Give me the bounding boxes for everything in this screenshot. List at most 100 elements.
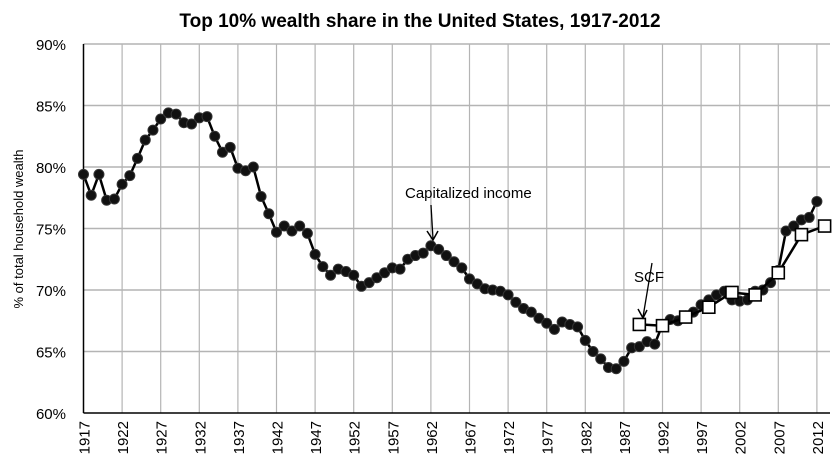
x-tick-label: 1947	[308, 421, 325, 454]
data-point	[572, 321, 584, 333]
data-point	[803, 211, 815, 223]
x-tick-label: 1932	[192, 421, 209, 454]
data-point	[278, 220, 290, 232]
data-point	[610, 363, 622, 375]
y-tick-label: 80%	[36, 160, 66, 177]
arrowhead-icon	[637, 308, 648, 320]
x-tick-label: 1977	[540, 421, 557, 454]
annotation-scf-arrow	[642, 262, 653, 318]
data-point	[186, 118, 198, 130]
data-point	[678, 310, 693, 324]
data-point	[201, 111, 213, 123]
y-tick-labels: 60% 65% 70% 75% 80% 85% 90%	[36, 37, 66, 423]
data-point	[811, 195, 823, 207]
chart-title: Top 10% wealth share in the United State…	[179, 11, 660, 32]
data-point	[379, 267, 391, 279]
data-point	[817, 219, 832, 233]
y-axis-label: % of total household wealth	[11, 150, 26, 309]
data-point	[502, 289, 514, 301]
data-point	[548, 323, 560, 335]
data-point	[85, 189, 97, 201]
annotation-capitalized-income: Capitalized income	[405, 185, 532, 242]
x-tick-label: 1972	[501, 421, 518, 454]
data-point	[725, 285, 739, 300]
y-tick-label: 90%	[36, 37, 66, 54]
x-tick-label: 1997	[694, 421, 711, 454]
data-point	[93, 168, 105, 180]
annotation-scf: SCF	[634, 262, 664, 320]
x-tick-label: 1967	[463, 421, 480, 454]
axes	[82, 44, 830, 414]
x-tick-label: 1917	[77, 421, 94, 454]
data-point	[317, 261, 329, 273]
data-point	[124, 170, 136, 182]
y-tick-label: 75%	[36, 222, 66, 239]
series	[78, 107, 832, 375]
x-tick-label: 1942	[270, 421, 287, 454]
data-point	[780, 225, 792, 237]
data-point	[533, 312, 545, 324]
x-tick-label: 1992	[656, 421, 673, 454]
data-point	[765, 277, 777, 289]
x-tick-label: 1937	[231, 421, 248, 454]
x-tick-label: 1982	[578, 421, 595, 454]
data-point	[464, 273, 475, 285]
data-point	[271, 226, 282, 238]
y-tick-label: 60%	[36, 406, 66, 423]
x-tick-label: 1952	[347, 421, 364, 454]
data-point	[224, 141, 236, 153]
data-point	[440, 250, 452, 262]
data-point	[541, 317, 553, 329]
data-point	[263, 208, 275, 220]
data-point	[348, 269, 360, 281]
data-point	[655, 318, 670, 333]
data-point	[448, 256, 460, 268]
data-point	[294, 220, 306, 232]
data-point	[216, 146, 228, 158]
series-line	[82, 111, 819, 371]
data-point	[209, 130, 221, 142]
data-point	[748, 288, 762, 302]
x-tick-label: 1962	[424, 421, 441, 454]
data-point	[147, 124, 159, 136]
data-point	[579, 334, 591, 346]
x-tick-label: 1922	[115, 421, 132, 454]
data-point	[325, 269, 337, 281]
arrowhead-icon	[426, 230, 439, 242]
data-point	[116, 178, 128, 190]
data-point	[108, 193, 120, 205]
data-point	[78, 168, 89, 180]
x-tick-label: 2007	[771, 421, 788, 454]
x-tick-label: 2002	[733, 421, 750, 454]
data-point	[633, 341, 645, 353]
data-point	[170, 108, 182, 120]
data-point	[649, 338, 661, 350]
data-point	[371, 272, 383, 284]
data-point	[456, 262, 468, 274]
data-point	[618, 355, 630, 367]
x-tick-labels: 1917 1922 1927 1932 1937 1942 1947 1952 1957 1962…	[77, 421, 827, 454]
data-point	[587, 346, 599, 357]
x-tick-label: 1957	[385, 421, 402, 454]
data-point	[394, 263, 406, 275]
data-point	[595, 353, 607, 365]
x-tick-label: 1927	[154, 421, 171, 454]
x-tick-label: 1987	[617, 421, 634, 454]
data-point	[286, 225, 298, 237]
data-point	[309, 248, 321, 260]
data-point	[471, 278, 483, 290]
data-point	[301, 227, 313, 239]
data-point	[433, 243, 445, 255]
data-point	[139, 134, 151, 146]
data-point	[132, 152, 144, 164]
x-tick-label: 2012	[810, 421, 827, 454]
y-tick-label: 70%	[36, 283, 66, 300]
data-point	[255, 191, 267, 203]
series-scf	[632, 219, 832, 333]
data-point	[510, 296, 522, 308]
data-point	[794, 227, 809, 242]
data-point	[417, 247, 429, 259]
y-tick-label: 65%	[36, 345, 66, 362]
data-point	[247, 161, 259, 173]
